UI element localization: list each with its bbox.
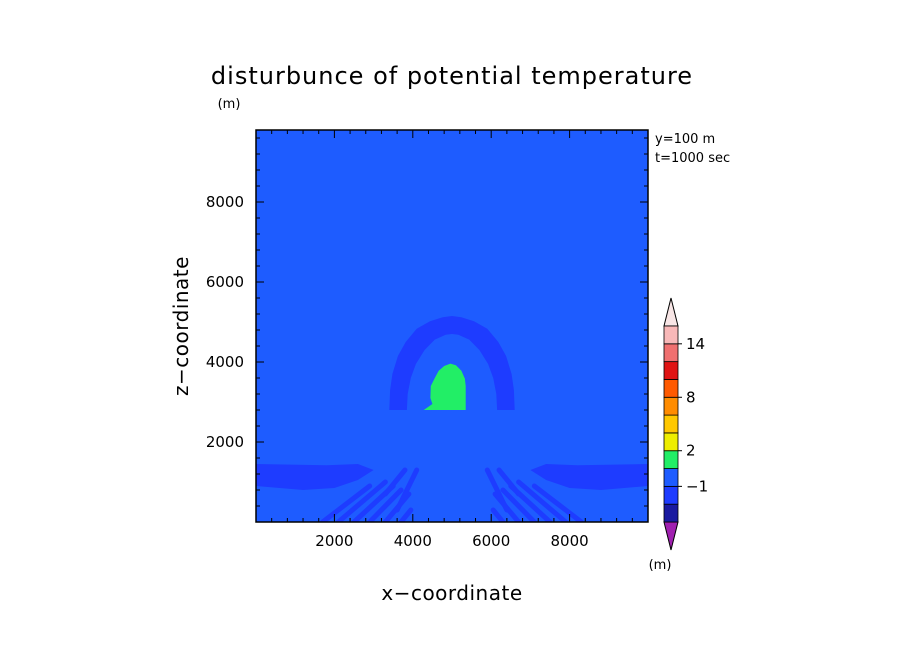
wave-stripe xyxy=(382,467,408,497)
colorbar-units-label: (m) xyxy=(649,558,672,573)
y-tick-label: 8000 xyxy=(206,193,244,211)
wave-stripe xyxy=(490,507,506,522)
right-wave-stripes xyxy=(484,467,584,522)
colorbar-tick-label: −1 xyxy=(686,477,708,495)
colorbar-swatch xyxy=(663,396,679,416)
y-tick-label: 2000 xyxy=(206,433,244,451)
colorbar-swatch xyxy=(663,414,679,434)
wave-stripe xyxy=(484,467,510,513)
left-wave-stripes xyxy=(320,467,420,522)
colorbar-swatch xyxy=(663,503,679,523)
wave-stripe xyxy=(320,483,373,522)
y-axis: 2000 4000 6000 8000 xyxy=(206,137,648,507)
x-tick-label: 2000 xyxy=(315,532,353,550)
colorbar-swatch xyxy=(663,361,679,380)
x-tick-label: 8000 xyxy=(551,532,589,550)
colorbar: −1 2 8 14 xyxy=(663,297,708,551)
x-axis: 2000 4000 6000 8000 xyxy=(255,130,649,550)
colorbar-swatch xyxy=(663,343,679,363)
x-tick-label: 6000 xyxy=(472,532,510,550)
colorbar-swatch xyxy=(663,325,679,345)
colorbar-swatch xyxy=(663,450,679,469)
wave-stripe xyxy=(335,479,388,522)
colorbar-tick-label: 2 xyxy=(686,442,696,460)
y-tick-label: 4000 xyxy=(206,353,244,371)
warm-bubble-core xyxy=(423,363,466,410)
colorbar-swatch xyxy=(663,432,679,452)
info-line-y: y=100 m xyxy=(655,132,715,147)
colorbar-swatch xyxy=(663,379,679,398)
colorbar-swatch xyxy=(663,468,679,487)
plot-units-label: (m) xyxy=(218,97,241,112)
wave-stripe xyxy=(367,487,404,522)
wave-stripe xyxy=(531,483,584,522)
colorbar-tick-label: 8 xyxy=(686,388,696,406)
plot-frame xyxy=(255,129,649,523)
wave-stripe xyxy=(516,479,569,522)
x-axis-label: x−coordinate xyxy=(381,581,522,605)
x-tick-label: 4000 xyxy=(394,532,432,550)
plot-area xyxy=(255,129,649,523)
wave-stripe xyxy=(496,467,522,497)
wave-stripe xyxy=(398,507,414,522)
colorbar-tick-label: 14 xyxy=(686,335,705,353)
y-tick-label: 6000 xyxy=(206,273,244,291)
colorbar-swatch xyxy=(663,485,679,505)
y-axis-label: z−coordinate xyxy=(169,256,193,396)
wave-stripe xyxy=(500,487,537,522)
chart-title: disturbunce of potential temperature xyxy=(211,62,693,90)
bubble-ring xyxy=(389,316,515,410)
right-surface-band xyxy=(530,464,648,490)
left-surface-band xyxy=(256,464,374,490)
info-line-t: t=1000 sec xyxy=(655,151,730,166)
wave-stripe xyxy=(394,467,420,513)
